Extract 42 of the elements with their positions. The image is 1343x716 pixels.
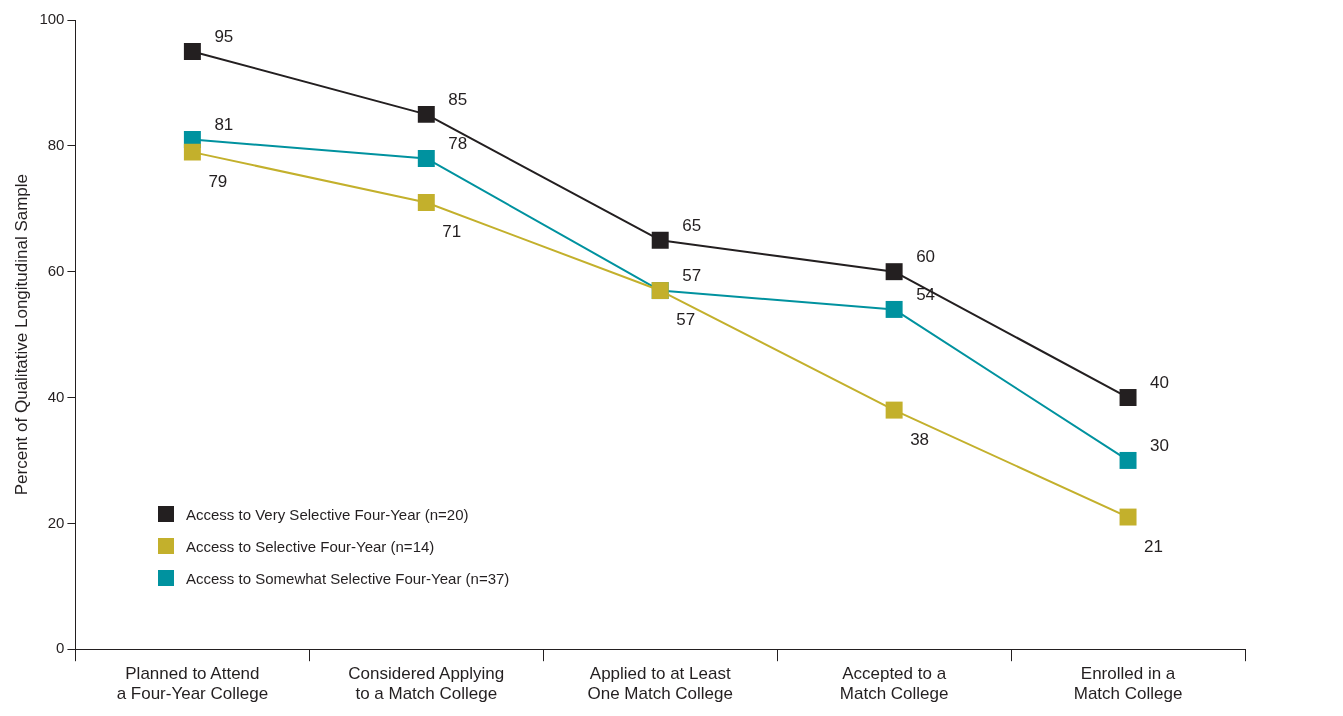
data-label: 57: [682, 266, 702, 286]
y-tick-label: 80: [47, 135, 65, 153]
data-label: 38: [910, 429, 930, 449]
data-label: 81: [214, 115, 234, 135]
legend-label: Access to Somewhat Selective Four-Year (n=37): [186, 569, 510, 587]
y-axis-title: Percent of Qualitative Longitudinal Sample: [11, 173, 31, 496]
x-tick-label: Enrolled in a Match College: [1073, 664, 1183, 704]
point: [1119, 508, 1137, 526]
legend-label: Access to Selective Four-Year (n=14): [186, 537, 435, 555]
point: [651, 231, 669, 249]
data-label: 21: [1144, 536, 1163, 556]
x-tick-label: Applied to at Least One Match College: [587, 664, 733, 704]
point: [885, 401, 903, 419]
y-tick-label: 60: [47, 261, 65, 279]
point: [1119, 451, 1137, 469]
y-tick-label: 0: [56, 639, 65, 657]
data-label: 78: [448, 134, 468, 154]
point: [885, 300, 903, 318]
x-tick-label: Planned to Attend a Four-Year College: [116, 664, 269, 704]
data-label: 60: [916, 247, 936, 267]
data-label: 95: [214, 27, 234, 47]
point: [885, 263, 903, 281]
point: [417, 105, 435, 123]
data-label: 57: [676, 310, 696, 330]
data-label: 85: [448, 90, 468, 110]
y-tick-label: 100: [39, 10, 65, 28]
x-tick-label: Considered Applying to a Match College: [348, 664, 505, 704]
y-tick-label: 20: [47, 513, 65, 531]
data-label: 71: [442, 222, 462, 242]
y-tick-label: 40: [47, 387, 65, 405]
point: [417, 193, 435, 211]
point: [183, 143, 201, 161]
data-label: 65: [682, 215, 702, 235]
legend-label: Access to Very Selective Four-Year (n=20): [186, 505, 469, 523]
x-tick-label: Accepted to a Match College: [839, 664, 949, 704]
data-label: 30: [1150, 436, 1169, 456]
data-label: 40: [1150, 373, 1169, 393]
point: [1119, 389, 1137, 407]
data-label: 54: [916, 285, 936, 305]
data-label: 79: [208, 171, 228, 191]
point: [183, 42, 201, 60]
point: [417, 149, 435, 167]
